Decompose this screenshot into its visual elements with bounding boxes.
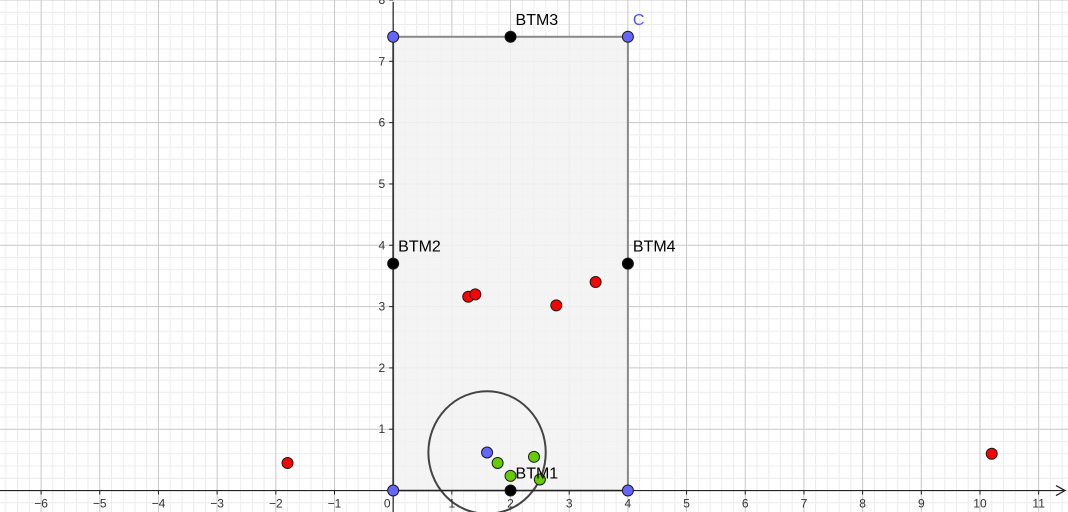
data-point[interactable] <box>491 456 504 469</box>
data-point[interactable] <box>621 30 634 43</box>
y-tick-label: 6 <box>378 116 385 130</box>
point-label: BTM2 <box>398 239 441 256</box>
x-tick-label: 0 <box>384 497 391 511</box>
data-point[interactable] <box>387 30 400 43</box>
shapes-layer <box>392 35 629 512</box>
y-tick-label: 7 <box>378 54 385 68</box>
y-tick-label: 5 <box>378 177 385 191</box>
points-layer[interactable] <box>281 30 998 497</box>
data-point[interactable] <box>533 473 546 486</box>
data-point[interactable] <box>504 484 517 497</box>
point-label: BTM1 <box>516 466 559 483</box>
point-label: BTM4 <box>633 239 676 256</box>
data-point[interactable] <box>387 257 400 270</box>
data-point[interactable] <box>469 288 482 301</box>
point-label: BTM3 <box>516 12 559 29</box>
x-tick-label: −6 <box>34 497 48 511</box>
y-tick-label: 8 <box>378 0 385 7</box>
x-tick-label: 7 <box>801 497 808 511</box>
x-tick-label: 3 <box>566 497 573 511</box>
point-label: C <box>633 12 645 29</box>
x-tick-label: −5 <box>93 497 107 511</box>
data-point[interactable] <box>528 450 540 463</box>
x-tick-label: 4 <box>625 497 632 511</box>
data-point[interactable] <box>481 446 494 459</box>
y-tick-label: 4 <box>378 238 385 252</box>
y-tick-label: 1 <box>378 422 385 436</box>
data-point[interactable] <box>504 469 517 482</box>
x-tick-label: 10 <box>973 497 987 511</box>
data-point[interactable] <box>985 447 998 460</box>
x-tick-label: −1 <box>328 497 342 511</box>
data-point[interactable] <box>387 484 400 497</box>
x-tick-label: 6 <box>742 497 749 511</box>
data-point[interactable] <box>621 257 634 270</box>
data-point[interactable] <box>504 30 517 43</box>
x-tick-label: 1 <box>449 497 456 511</box>
x-tick-label: 9 <box>918 497 925 511</box>
polygon-rectangle[interactable] <box>392 35 629 492</box>
data-point[interactable] <box>621 484 634 497</box>
x-tick-label: −2 <box>269 497 283 511</box>
data-point[interactable] <box>281 456 294 469</box>
x-tick-label: 11 <box>1032 497 1045 511</box>
circle-shape[interactable] <box>427 390 547 512</box>
data-point[interactable] <box>550 299 563 312</box>
x-tick-label: 5 <box>683 497 690 511</box>
x-axis-arrow <box>1055 485 1067 497</box>
y-tick-label: 3 <box>378 300 385 314</box>
x-tick-label: −3 <box>210 497 224 511</box>
data-point[interactable] <box>589 276 602 289</box>
x-tick-label: 8 <box>859 497 866 511</box>
x-tick-label: 2 <box>507 497 514 511</box>
x-tick-label: −4 <box>152 497 166 511</box>
y-tick-label: 2 <box>378 361 385 375</box>
point-labels: BTM3 C BTM2 BTM4 BTM1 <box>398 12 675 483</box>
